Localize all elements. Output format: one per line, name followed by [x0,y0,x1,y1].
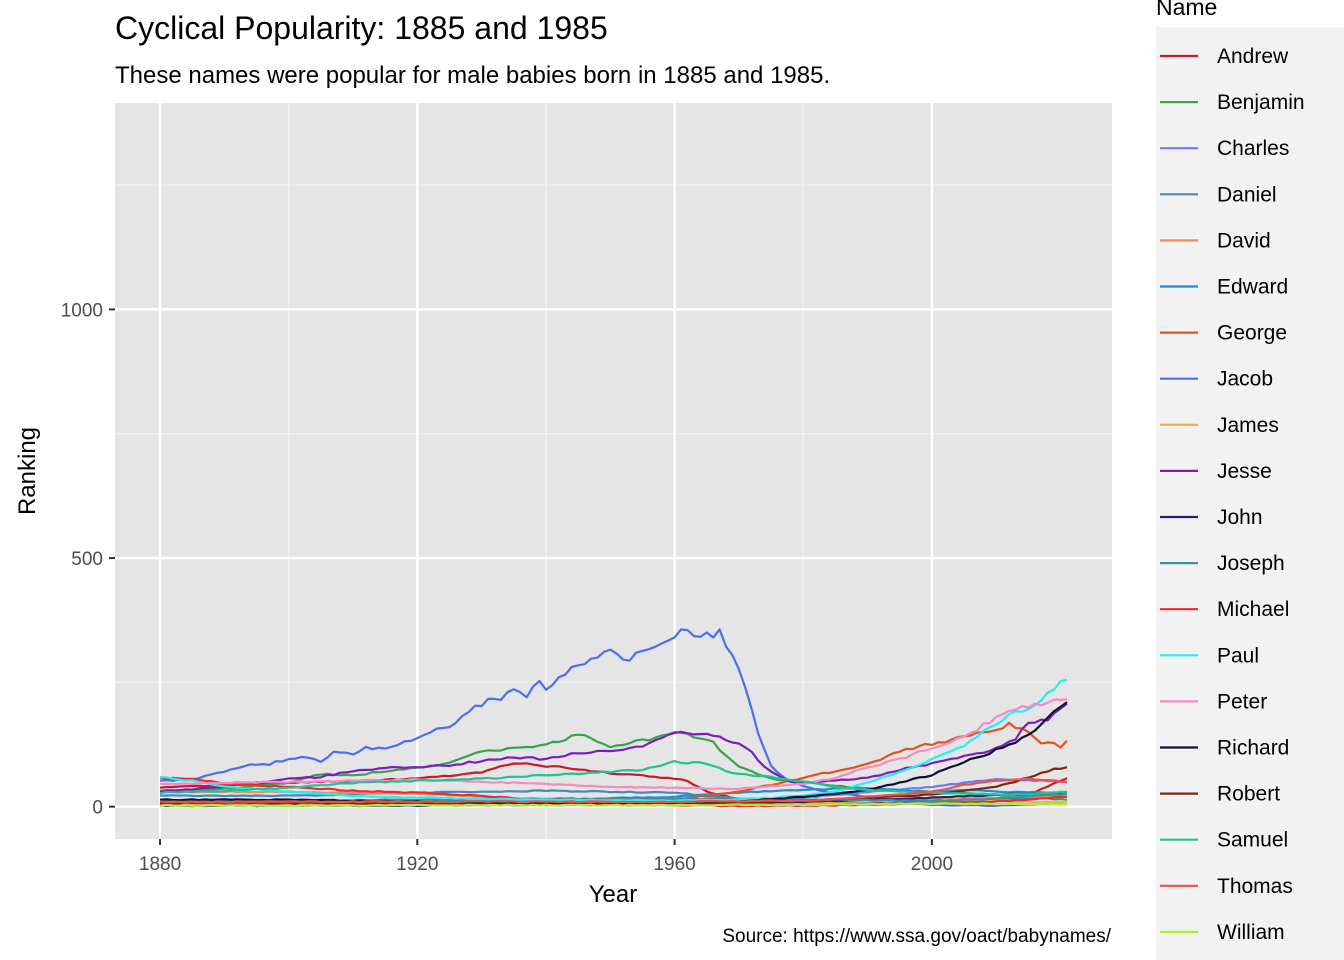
plot-panel [115,103,1112,839]
legend-label-john: John [1217,506,1263,529]
legend-label-james: James [1217,414,1279,437]
chart-title: Cyclical Popularity: 1885 and 1985 [115,10,608,46]
legend: Andrew Benjamin Charles Daniel David Edward Ge… [1156,33,1305,955]
legend-label-paul: Paul [1217,644,1259,667]
legend-label-andrew: Andrew [1217,45,1289,68]
chart-subtitle: These names were popular for male babies… [115,62,830,89]
x-tick-label: 2000 [911,854,953,875]
legend-label-david: David [1217,229,1271,252]
legend-label-jacob: Jacob [1217,368,1273,391]
x-axis-label: Year [589,881,638,908]
y-tick-label: 500 [71,549,103,570]
series-line-peter [159,698,1068,791]
y-tick-label: 1000 [61,300,103,321]
legend-title: Name [1156,0,1217,20]
legend-label-peter: Peter [1217,690,1267,713]
y-axis-label: Ranking [14,427,41,515]
legend-label-charles: Charles [1217,137,1289,160]
legend-label-robert: Robert [1217,783,1280,806]
legend-label-joseph: Joseph [1217,552,1285,575]
legend-label-samuel: Samuel [1217,829,1288,852]
y-tick-label: 0 [92,798,103,819]
legend-label-richard: Richard [1217,737,1289,760]
axis-ticks: 1880 1920 1960 2000 0 500 1000 [61,300,953,875]
series-line-paul [159,678,1068,802]
legend-label-edward: Edward [1217,276,1288,299]
x-tick-label: 1880 [139,854,181,875]
series-line-thomas [159,777,1068,804]
x-tick-label: 1960 [653,854,695,875]
legend-label-benjamin: Benjamin [1217,91,1305,114]
legend-label-michael: Michael [1217,598,1289,621]
legend-label-thomas: Thomas [1217,875,1293,898]
legend-label-william: William [1217,921,1285,944]
series-line-william [159,802,1068,808]
legend-label-george: George [1217,322,1287,345]
x-tick-label: 1920 [396,854,438,875]
legend-label-jesse: Jesse [1217,460,1272,483]
series-lines [159,628,1068,808]
source-caption: Source: https://www.ssa.gov/oact/babynam… [722,926,1111,947]
legend-label-daniel: Daniel [1217,183,1277,206]
